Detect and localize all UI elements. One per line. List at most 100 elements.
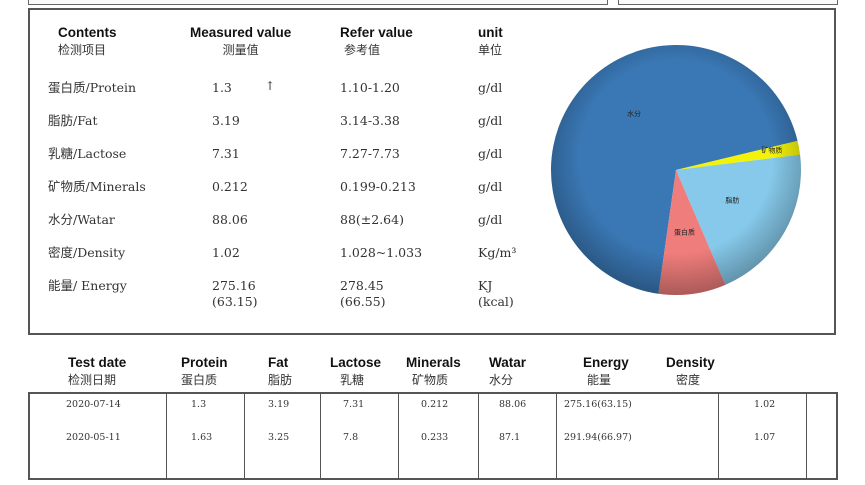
hist-header-minerals-en: Minerals (406, 355, 461, 370)
table-divider (478, 392, 479, 480)
row-measured: 7.31 (212, 146, 240, 161)
hist-header-energy: Energy 能量 (583, 355, 629, 388)
hist-header-lactose: Lactose 乳糖 (330, 355, 381, 388)
row-unit: g/dl (478, 146, 503, 161)
hist-header-fat: Fat 脂肪 (268, 355, 292, 388)
hist-header-minerals-cn: 矿物质 (412, 373, 449, 387)
top-panel-edge-left (28, 0, 608, 5)
hist-header-lactose-en: Lactose (330, 355, 382, 370)
row-unit: Kg/m³ (478, 245, 517, 260)
table-divider (718, 392, 719, 480)
hist-protein: 1.63 (191, 432, 213, 443)
table-divider (556, 392, 557, 480)
hist-header-watar: Watar 水分 (489, 355, 526, 388)
hist-header-energy-cn: 能量 (587, 373, 612, 387)
row-measured: 275.16 (212, 278, 256, 293)
row-refer: 278.45 (340, 278, 384, 293)
hist-fat: 3.19 (268, 399, 290, 410)
header-refer: Refer value 参考值 (340, 25, 413, 58)
header-unit-cn: 单位 (478, 43, 503, 57)
row-measured: 3.19 (212, 113, 240, 128)
hist-energy: 275.16(63.15) (564, 399, 632, 410)
report-panel (28, 8, 836, 335)
hist-header-density: Density 密度 (666, 355, 715, 388)
row-content: 密度/Density (48, 245, 126, 260)
pie-label-3: 蛋白质 (674, 227, 695, 236)
header-measured-cn: 测量值 (222, 43, 259, 57)
row-measured: 0.212 (212, 179, 248, 194)
hist-density: 1.02 (754, 399, 776, 410)
row-content: 乳糖/Lactose (48, 146, 127, 161)
table-divider (398, 392, 399, 480)
hist-header-minerals: Minerals 矿物质 (406, 355, 461, 388)
header-measured: Measured value 测量值 (190, 25, 291, 58)
row-unit: g/dl (478, 80, 503, 95)
hist-header-density-cn: 密度 (676, 373, 701, 387)
hist-date: 2020-05-11 (66, 432, 121, 443)
row-measured-kcal: (63.15) (212, 294, 258, 309)
table-divider (244, 392, 245, 480)
hist-header-watar-en: Watar (489, 355, 527, 370)
hist-lactose: 7.8 (343, 432, 359, 443)
top-panel-edge-right (618, 0, 838, 5)
header-measured-en: Measured value (190, 25, 292, 40)
hist-minerals: 0.233 (421, 432, 449, 443)
row-content: 矿物质/Minerals (48, 179, 146, 194)
row-content: 能量/ Energy (48, 278, 127, 293)
table-divider (806, 392, 807, 480)
hist-header-lactose-cn: 乳糖 (340, 373, 365, 387)
row-unit: g/dl (478, 212, 503, 227)
row-measured: 1.3 (212, 80, 232, 95)
row-unit-kcal: (kcal) (478, 294, 514, 309)
header-unit: unit 单位 (478, 25, 503, 58)
pie-label-0: 水分 (627, 109, 641, 118)
row-content: 水分/Watar (48, 212, 115, 227)
up-arrow-icon: ↑ (265, 79, 276, 93)
header-refer-cn: 参考值 (344, 43, 381, 57)
table-divider (320, 392, 321, 480)
hist-energy: 291.94(66.97) (564, 432, 632, 443)
hist-watar: 88.06 (499, 399, 527, 410)
hist-fat: 3.25 (268, 432, 290, 443)
hist-header-fat-cn: 脂肪 (268, 373, 293, 387)
hist-header-watar-cn: 水分 (489, 373, 514, 387)
row-measured: 1.02 (212, 245, 240, 260)
row-refer: 88(±2.64) (340, 212, 404, 227)
row-refer: 7.27-7.73 (340, 146, 400, 161)
header-refer-en: Refer value (340, 25, 413, 40)
hist-header-date-cn: 检测日期 (68, 373, 117, 387)
header-contents-en: Contents (58, 25, 117, 40)
row-refer-kcal: (66.55) (340, 294, 386, 309)
hist-lactose: 7.31 (343, 399, 365, 410)
row-refer: 1.10-1.20 (340, 80, 400, 95)
hist-header-density-en: Density (666, 355, 715, 370)
hist-protein: 1.3 (191, 399, 207, 410)
hist-watar: 87.1 (499, 432, 521, 443)
header-contents: Contents 检测项目 (58, 25, 117, 58)
pie-label-1: 矿物质 (761, 146, 782, 155)
hist-header-date-en: Test date (68, 355, 127, 370)
hist-header-fat-en: Fat (268, 355, 289, 370)
table-divider (166, 392, 167, 480)
row-measured: 88.06 (212, 212, 248, 227)
row-content: 脂肪/Fat (48, 113, 98, 128)
hist-header-energy-en: Energy (583, 355, 629, 370)
row-content: 蛋白质/Protein (48, 80, 137, 95)
row-refer: 0.199-0.213 (340, 179, 416, 194)
row-unit: KJ (478, 278, 493, 293)
hist-header-protein: Protein 蛋白质 (181, 355, 228, 388)
row-unit: g/dl (478, 113, 503, 128)
row-refer: 3.14-3.38 (340, 113, 400, 128)
header-unit-en: unit (478, 25, 503, 40)
hist-minerals: 0.212 (421, 399, 449, 410)
hist-density: 1.07 (754, 432, 776, 443)
row-unit: g/dl (478, 179, 503, 194)
history-table (28, 392, 838, 480)
pie-label-2: 脂肪 (725, 195, 739, 204)
hist-date: 2020-07-14 (66, 399, 121, 410)
row-refer: 1.028~1.033 (340, 245, 423, 260)
header-contents-cn: 检测项目 (58, 43, 107, 57)
hist-header-protein-en: Protein (181, 355, 228, 370)
hist-header-date: Test date 检测日期 (68, 355, 126, 388)
